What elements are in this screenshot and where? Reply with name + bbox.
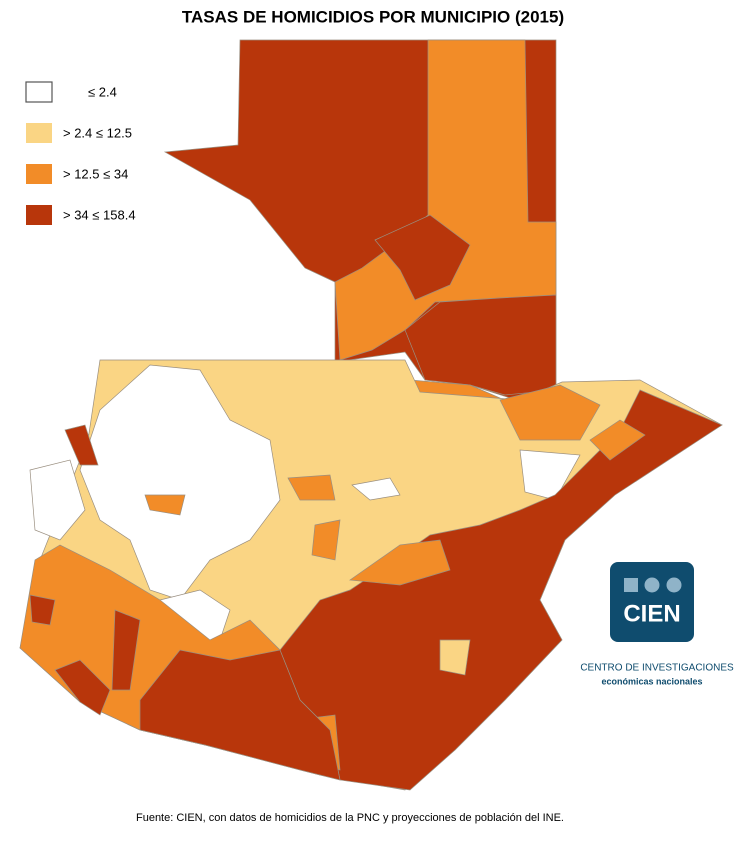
region (29, 459, 86, 541)
region (311, 519, 341, 561)
region (499, 384, 601, 441)
region (64, 424, 99, 466)
region (54, 659, 111, 716)
region (351, 477, 401, 501)
logo-line1: CENTRO DE INVESTIGACIONES (580, 663, 734, 674)
region (79, 364, 281, 601)
region (439, 639, 471, 676)
legend: ≤ 2.4 > 2.4 ≤ 12.5 > 12.5 ≤ 34 > 34 ≤ 158.4 (25, 81, 136, 225)
legend-label: ≤ 2.4 (88, 84, 117, 99)
logo-dot (644, 577, 660, 593)
legend-swatch (26, 123, 52, 143)
region (139, 649, 341, 781)
region (287, 474, 336, 501)
region (111, 609, 141, 691)
logo: CIEN CENTRO DE INVESTIGACIONES económica… (580, 562, 734, 686)
legend-label: > 12.5 ≤ 34 (63, 166, 128, 181)
region (29, 594, 56, 626)
logo-dot (666, 577, 682, 593)
legend-swatch (26, 164, 52, 184)
legend-label: > 2.4 ≤ 12.5 (63, 125, 132, 140)
source-note: Fuente: CIEN, con datos de homicidios de… (136, 812, 564, 824)
map-title: TASAS DE HOMICIDIOS POR MUNICIPIO (2015) (182, 7, 564, 26)
logo-square (624, 578, 638, 592)
map (19, 39, 723, 791)
legend-label: > 34 ≤ 158.4 (63, 207, 136, 222)
region (589, 419, 646, 461)
region (349, 539, 451, 586)
legend-swatch (26, 205, 52, 225)
region (144, 494, 186, 516)
legend-swatch (25, 81, 53, 103)
logo-line2: económicas nacionales (601, 676, 702, 686)
region (374, 214, 471, 301)
logo-name: CIEN (623, 600, 680, 627)
